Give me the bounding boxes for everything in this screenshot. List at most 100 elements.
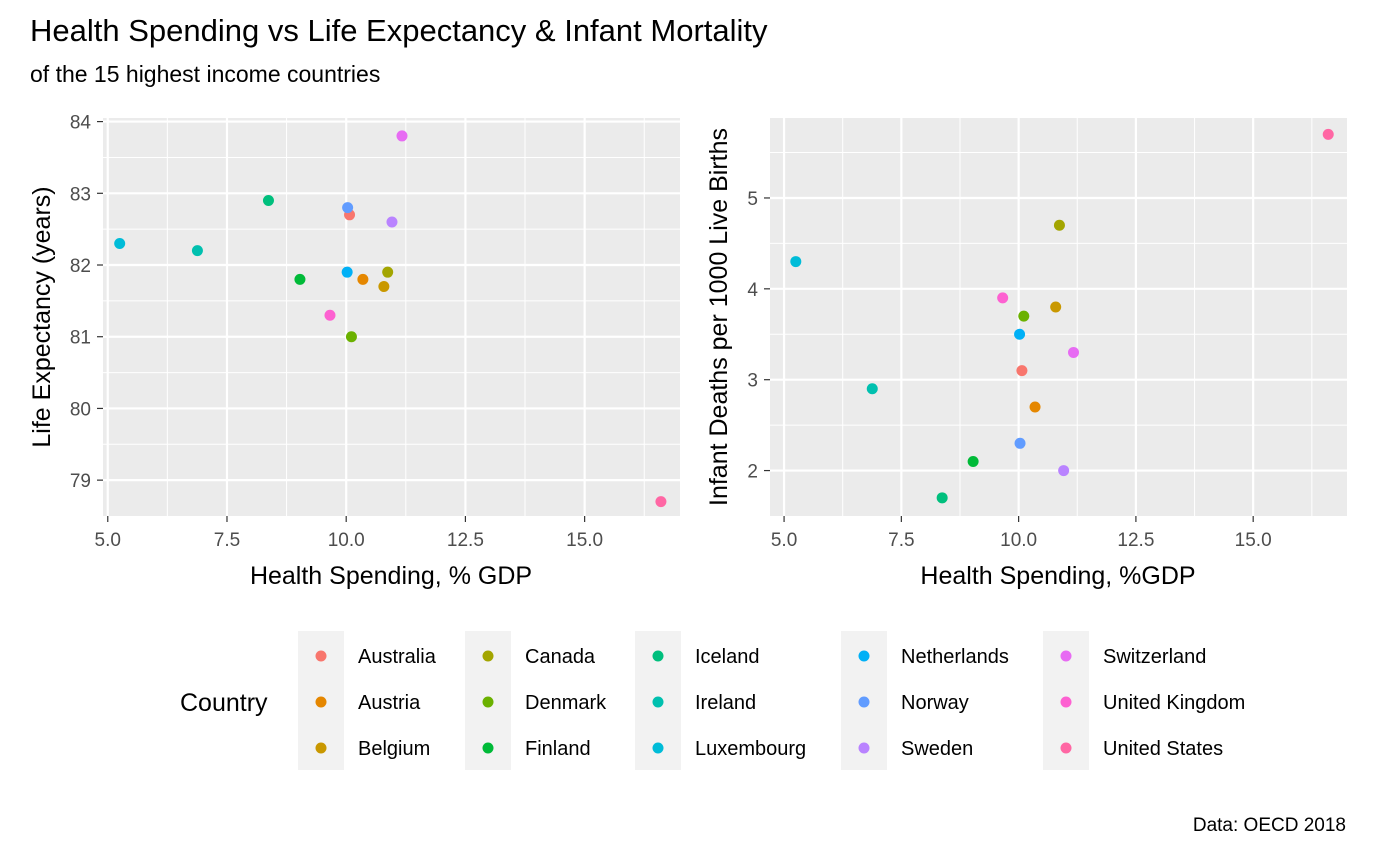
data-point bbox=[191, 245, 203, 257]
legend-swatch bbox=[858, 650, 870, 662]
data-point bbox=[1068, 346, 1080, 358]
data-point bbox=[378, 281, 390, 293]
legend-label: Switzerland bbox=[1103, 646, 1206, 668]
legend-swatch bbox=[858, 742, 870, 754]
data-point bbox=[967, 455, 979, 467]
legend-label: Norway bbox=[901, 692, 969, 714]
legend: Country Australia Austria Belgium Canada Den… bbox=[180, 631, 1245, 770]
legend-swatch bbox=[315, 696, 327, 708]
data-point bbox=[1058, 465, 1070, 477]
data-point bbox=[1050, 301, 1062, 313]
data-point bbox=[1053, 219, 1065, 231]
data-point bbox=[324, 309, 336, 321]
legend-swatch bbox=[1060, 696, 1072, 708]
y-axis-title: Life Expectancy (years) bbox=[28, 186, 56, 447]
data-point bbox=[1014, 437, 1026, 449]
data-point bbox=[342, 202, 354, 214]
chart-title: Health Spending vs Life Expectancy & Inf… bbox=[30, 13, 768, 48]
y-tick-label: 82 bbox=[70, 256, 91, 277]
legend-swatch bbox=[482, 696, 494, 708]
caption: Data: OECD 2018 bbox=[1193, 815, 1346, 836]
data-point bbox=[1029, 401, 1041, 413]
data-points bbox=[790, 128, 1334, 504]
y-tick-label: 2 bbox=[747, 462, 758, 483]
data-point bbox=[790, 256, 802, 268]
legend-label: Ireland bbox=[695, 692, 756, 714]
x-tick-label: 12.5 bbox=[447, 530, 484, 551]
y-tick-label: 4 bbox=[747, 280, 758, 301]
panel-life-expectancy: 5.0 7.5 10.0 12.5 15.0 79 80 81 82 83 84 Health S… bbox=[28, 113, 680, 590]
x-tick-label: 7.5 bbox=[888, 530, 914, 551]
x-tick-label: 15.0 bbox=[1235, 530, 1272, 551]
data-point bbox=[396, 130, 408, 142]
x-tick-label: 5.0 bbox=[95, 530, 121, 551]
y-tick-label: 3 bbox=[747, 371, 758, 392]
y-tick-label: 81 bbox=[70, 328, 91, 349]
y-tick-label: 80 bbox=[70, 399, 91, 420]
legend-swatch bbox=[652, 650, 664, 662]
x-axis-title: Health Spending, %GDP bbox=[920, 562, 1195, 590]
plot-background bbox=[103, 118, 680, 516]
data-point bbox=[386, 216, 398, 228]
legend-swatch bbox=[858, 696, 870, 708]
x-axis-title: Health Spending, % GDP bbox=[250, 562, 532, 590]
x-tick-label: 15.0 bbox=[566, 530, 603, 551]
y-tick-labels: 2 3 4 5 bbox=[747, 189, 770, 483]
gridlines bbox=[103, 118, 680, 516]
x-tick-label: 5.0 bbox=[771, 530, 797, 551]
plot-background bbox=[770, 118, 1347, 516]
data-point bbox=[114, 237, 126, 249]
legend-swatch bbox=[482, 650, 494, 662]
data-point bbox=[357, 273, 369, 285]
legend-swatch bbox=[652, 742, 664, 754]
x-tick-labels: 5.0 7.5 10.0 12.5 15.0 bbox=[771, 516, 1272, 551]
y-tick-label: 5 bbox=[747, 189, 758, 210]
data-point bbox=[936, 492, 948, 504]
legend-label: Iceland bbox=[695, 646, 760, 668]
x-tick-label: 10.0 bbox=[1000, 530, 1037, 551]
data-points bbox=[114, 130, 667, 508]
data-point bbox=[655, 496, 667, 508]
legend-swatch bbox=[1060, 742, 1072, 754]
gridlines bbox=[770, 118, 1347, 516]
legend-label: United Kingdom bbox=[1103, 692, 1245, 714]
legend-swatch bbox=[482, 742, 494, 754]
y-tick-label: 84 bbox=[70, 113, 92, 134]
legend-label: Belgium bbox=[358, 738, 430, 760]
data-point bbox=[341, 266, 353, 278]
legend-swatch bbox=[315, 650, 327, 662]
data-point bbox=[1018, 310, 1030, 322]
legend-label: Canada bbox=[525, 646, 596, 668]
legend-label: Finland bbox=[525, 738, 591, 760]
legend-label: United States bbox=[1103, 738, 1223, 760]
data-point bbox=[382, 266, 394, 278]
legend-label: Sweden bbox=[901, 738, 973, 760]
y-axis-title: Infant Deaths per 1000 Live Births bbox=[705, 128, 733, 506]
legend-swatch bbox=[652, 696, 664, 708]
data-point bbox=[1014, 328, 1026, 340]
data-point bbox=[866, 383, 878, 395]
legend-swatch bbox=[315, 742, 327, 754]
y-tick-label: 83 bbox=[70, 184, 91, 205]
data-point bbox=[294, 273, 306, 285]
data-point bbox=[345, 331, 357, 343]
legend-label: Australia bbox=[358, 646, 437, 668]
data-point bbox=[1016, 365, 1028, 377]
data-point bbox=[997, 292, 1009, 304]
panel-infant-mortality: 5.0 7.5 10.0 12.5 15.0 2 3 4 5 Health Spending,… bbox=[705, 118, 1347, 590]
legend-title: Country bbox=[180, 689, 268, 717]
y-tick-labels: 79 80 81 82 83 84 bbox=[70, 113, 103, 492]
legend-label: Denmark bbox=[525, 692, 607, 714]
data-point bbox=[262, 194, 274, 206]
legend-swatch bbox=[1060, 650, 1072, 662]
legend-label: Austria bbox=[358, 692, 421, 714]
x-tick-label: 10.0 bbox=[328, 530, 365, 551]
data-point bbox=[1322, 128, 1334, 140]
x-tick-label: 12.5 bbox=[1117, 530, 1154, 551]
chart-subtitle: of the 15 highest income countries bbox=[30, 61, 380, 87]
legend-label: Netherlands bbox=[901, 646, 1009, 668]
legend-items: Australia Austria Belgium Canada Denmark Finl… bbox=[298, 631, 1245, 770]
legend-label: Luxembourg bbox=[695, 738, 806, 760]
y-tick-label: 79 bbox=[70, 471, 91, 492]
